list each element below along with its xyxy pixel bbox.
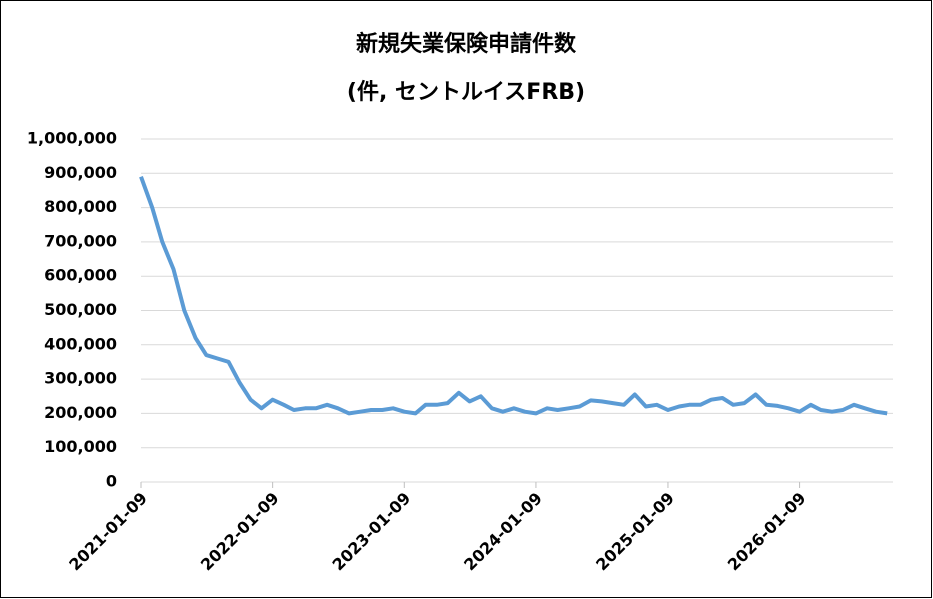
y-tick-label: 900,000 [44,163,117,182]
y-tick-label: 100,000 [44,437,117,456]
y-tick-label: 300,000 [44,369,117,388]
y-tick-label: 800,000 [44,197,117,216]
y-tick-label: 1,000,000 [27,129,117,148]
y-tick-label: 200,000 [44,403,117,422]
y-tick-label: 700,000 [44,231,117,250]
y-tick-label: 600,000 [44,266,117,285]
chart-subtitle: (件, セントルイスFRB) [347,80,585,105]
y-tick-label: 500,000 [44,300,117,319]
y-tick-label: 0 [106,472,117,491]
chart-title: 新規失業保険申請件数 [356,31,577,57]
data-line [139,176,888,416]
y-tick-label: 400,000 [44,334,117,353]
